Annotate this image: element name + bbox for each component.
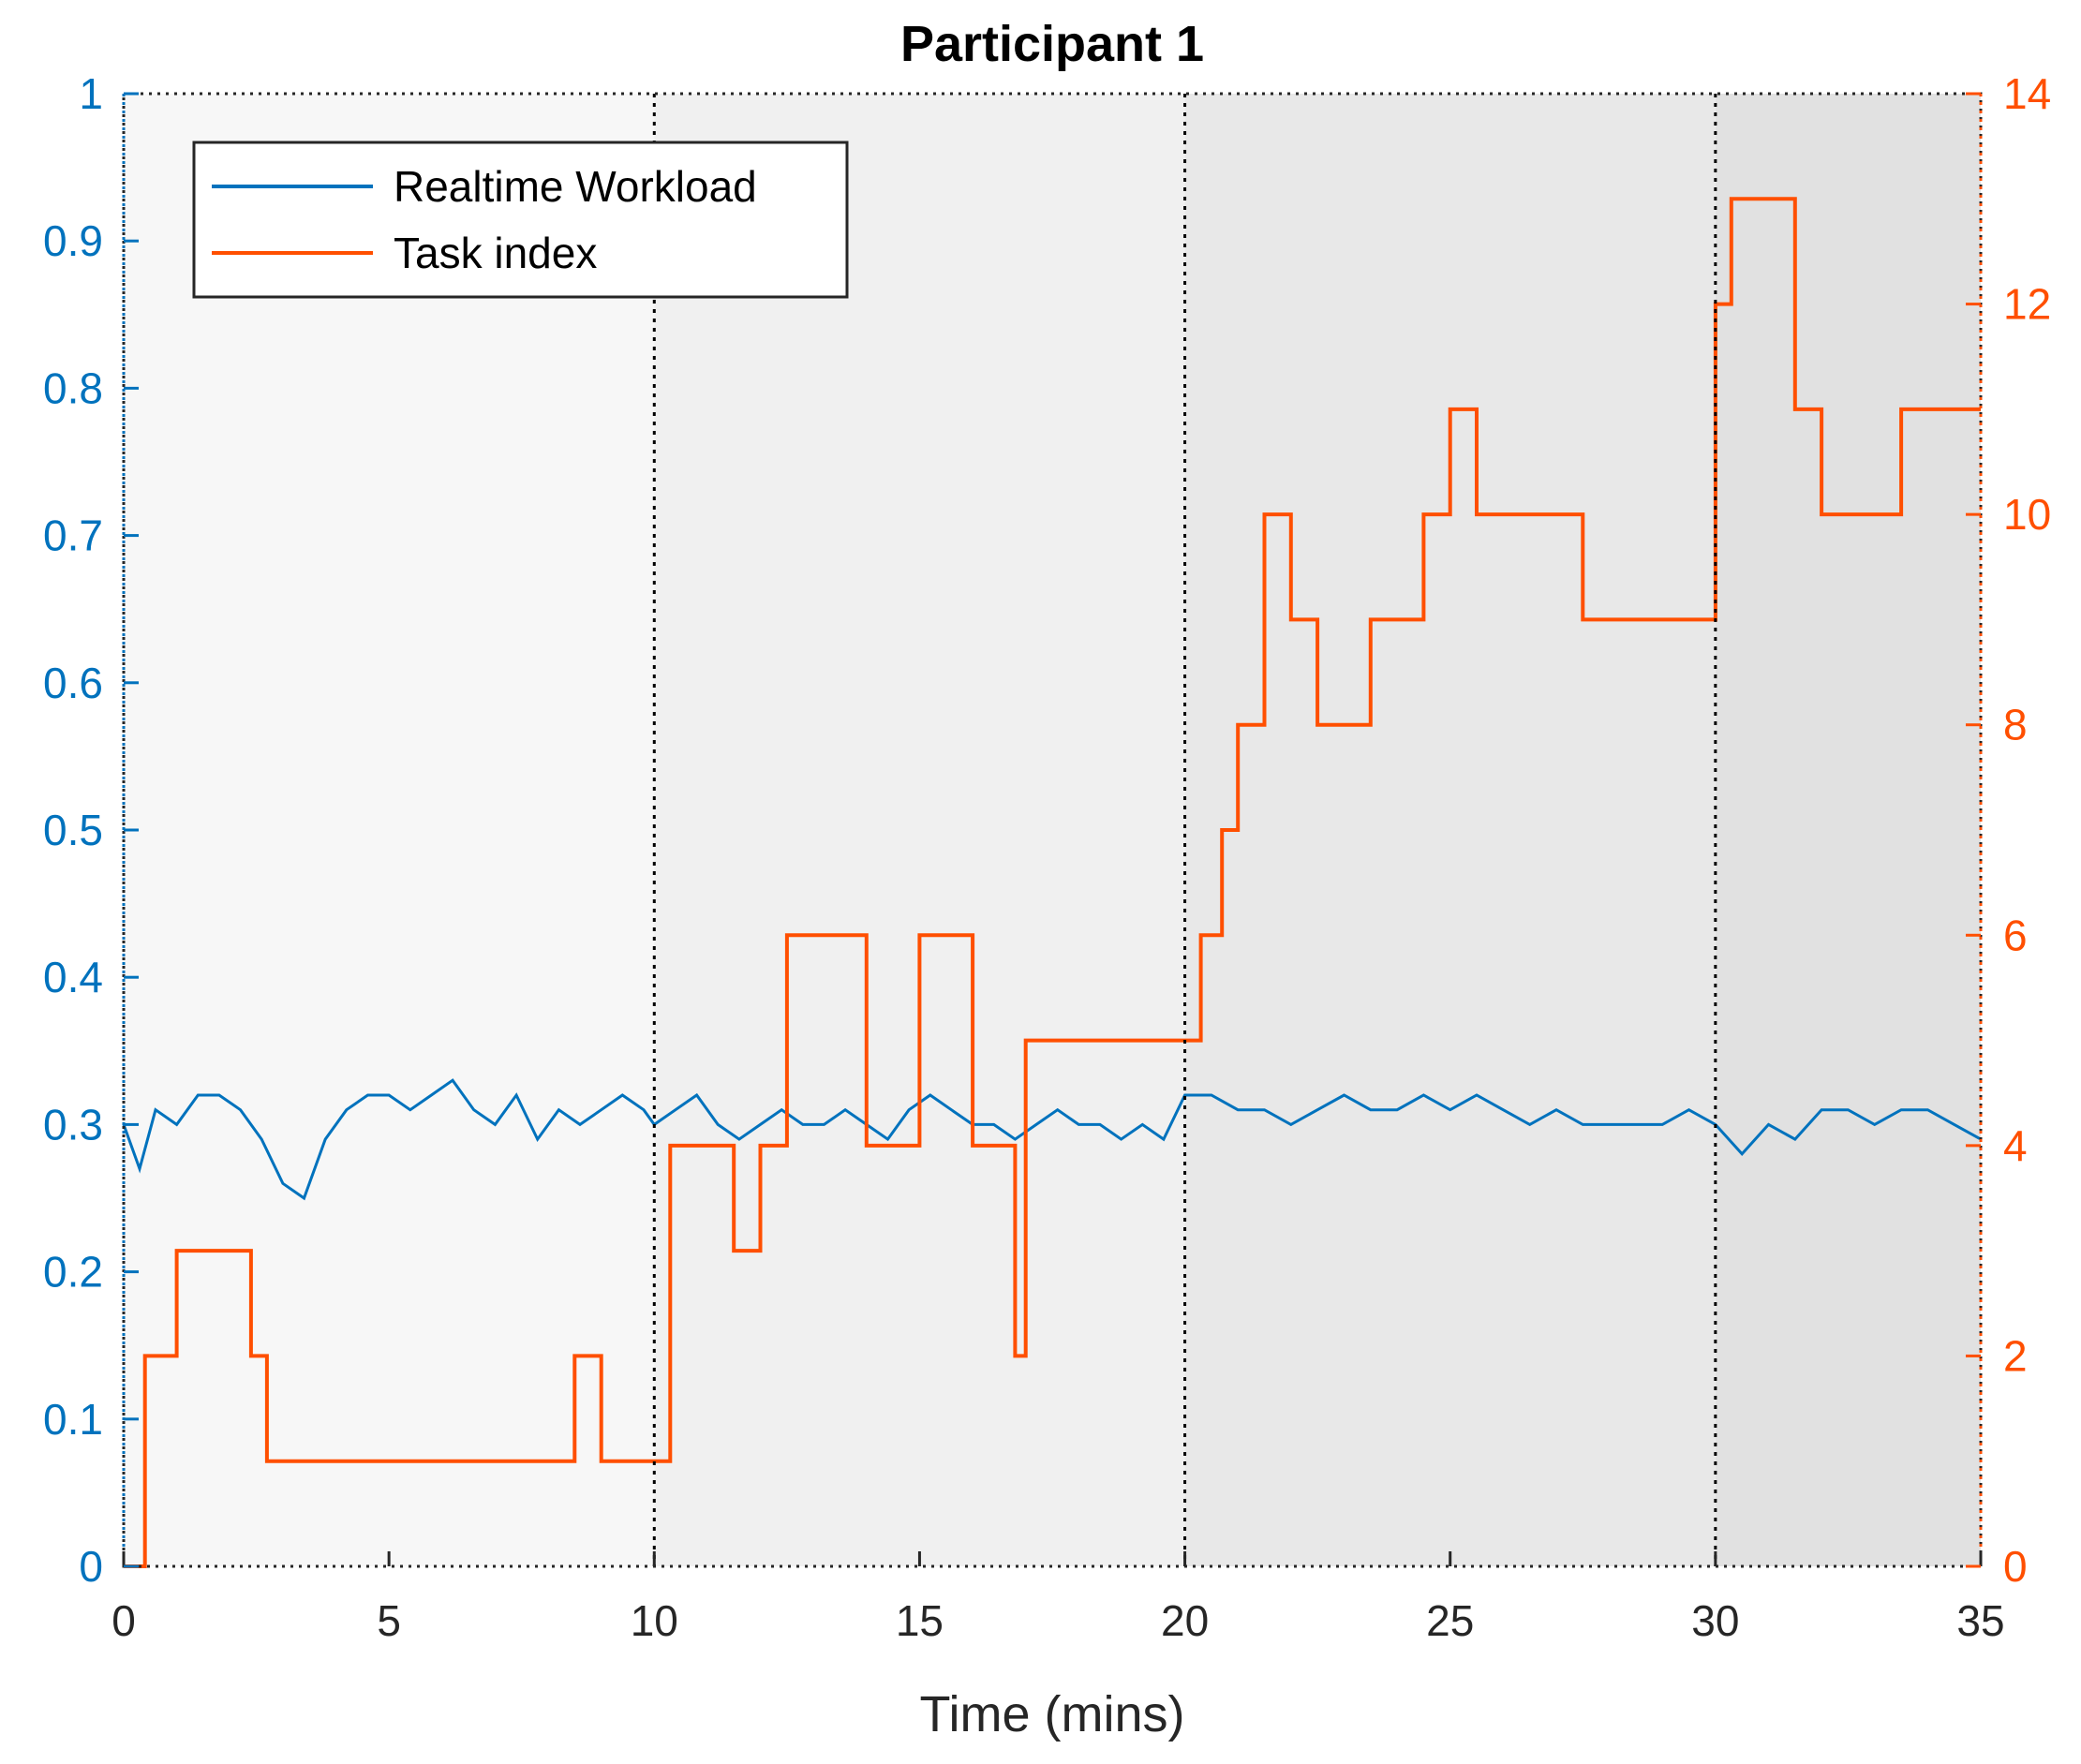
phase-region-2 [654,94,1185,1566]
x-axis-label: Time (mins) [920,1686,1185,1742]
y-right-tick-label: 10 [2003,490,2051,539]
phase-region-1 [124,94,655,1566]
y-right-tick-label: 12 [2003,280,2051,329]
y-left-tick-label: 0.4 [43,953,103,1001]
y-left-tick-label: 0.3 [43,1100,103,1149]
legend-label-task-index: Task index [394,229,597,277]
y-right-tick-label: 6 [2003,911,2028,959]
legend: Realtime Workload Task index [192,141,849,299]
y-left-tick-label: 0.5 [43,806,103,854]
x-tick-label: 20 [1161,1596,1209,1645]
y-left-tick-label: 0.7 [43,511,103,560]
series-line-task-index [124,197,1981,1568]
phase-region-4 [1715,94,1981,1566]
chart-title: Participant 1 [900,16,1204,72]
axis-ticks: 0 5 10 15 20 25 30 3500.10.20.30.40.50.60.70.80… [43,69,2051,1645]
x-tick-label: 0 [111,1596,136,1645]
x-tick-label: 35 [1956,1596,2004,1645]
y-right-tick-label: 2 [2003,1331,2028,1380]
legend-box [192,141,849,299]
y-right-tick-label: 0 [2003,1542,2028,1591]
y-left-tick-label: 0 [79,1542,103,1591]
y-right-tick-label: 8 [2003,701,2028,749]
y-left-tick-label: 0.8 [43,363,103,412]
x-tick-label: 30 [1691,1596,1739,1645]
series-line-realtime-workload [122,1078,1982,1201]
plot-series [122,197,1982,1568]
y-left-tick-label: 0.1 [43,1395,103,1444]
phase-shading [124,94,1981,1566]
y-right-tick-label: 14 [2003,69,2051,118]
y-left-tick-label: 1 [79,69,103,118]
phase-region-3 [1184,94,1716,1566]
legend-label-workload: Realtime Workload [394,162,757,211]
plot-frame [122,92,1983,1568]
y-right-tick-label: 4 [2003,1121,2028,1170]
x-tick-label: 10 [631,1596,678,1645]
phase-boundary-lines [652,94,1717,1566]
y-left-tick-label: 0.2 [43,1248,103,1297]
x-tick-label: 5 [377,1596,401,1645]
y-left-tick-label: 0.9 [43,216,103,265]
y-left-tick-label: 0.6 [43,659,103,707]
x-tick-label: 15 [896,1596,944,1645]
x-tick-label: 25 [1426,1596,1474,1645]
